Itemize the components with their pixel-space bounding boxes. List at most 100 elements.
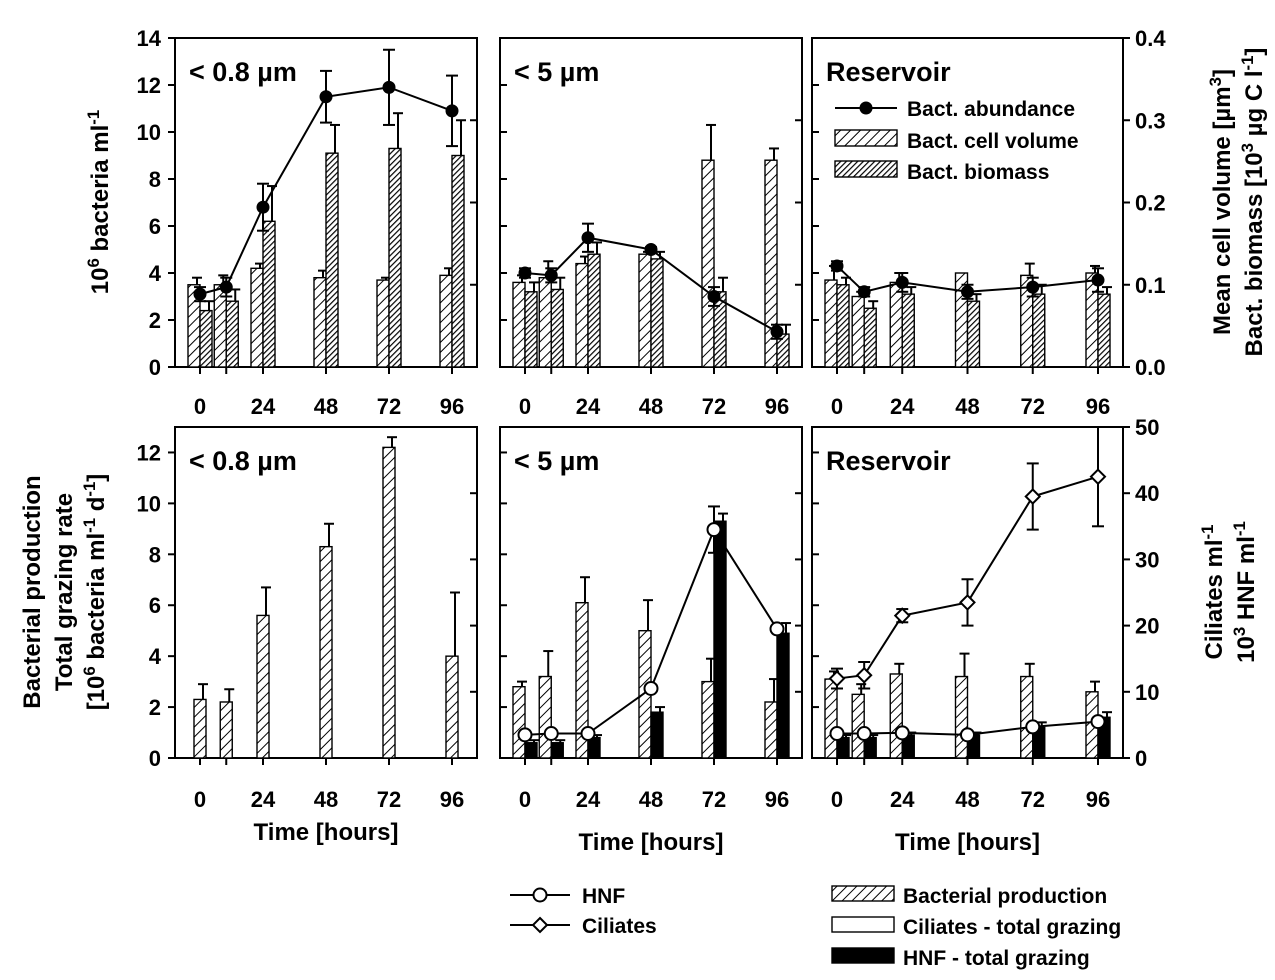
top-res-point [1026,280,1040,294]
bot-small-xlabel: Time [hours] [254,819,399,846]
top-res-bar [851,295,865,368]
bot-res-xtick-label: 24 [890,787,915,812]
bot-mid-bar [538,675,552,759]
top-res-point [961,285,974,299]
bot-mid-point [706,522,722,538]
bot-res-ytick-right-label: 20 [1135,614,1159,639]
top-res-point [830,259,844,273]
bot-small-bar [319,545,333,759]
bot-mid-bar [713,520,727,759]
bot-res-series-line [836,475,1099,680]
top-mid-bar [550,288,564,368]
legend-volume-swatch [834,129,898,147]
bot-res-ytick-right-label: 50 [1135,415,1159,440]
top-mid-bar [701,159,715,368]
top-mid-bar [587,253,601,368]
top-res-ytick-right-label: 0.3 [1135,108,1166,133]
top-small-bar [262,220,276,368]
top-small-bar [451,154,465,368]
top-res-bar [1085,272,1099,368]
bot-ylabel-left-3: [106 bacteria ml-1 d-1] [80,474,111,711]
top-small-xtick-label: 24 [251,394,276,419]
bot-small-bar [382,446,396,759]
top-small-ytick-label: 6 [149,214,161,239]
top-res-point [857,285,871,299]
legend-bottom-line-label-1: Ciliates [582,915,657,938]
top-mid-point [707,290,721,303]
top-small-bar [225,300,239,368]
top-res-point [1091,273,1105,287]
bot-res-bar [824,678,838,759]
top-mid-point [544,268,558,282]
bot-mid-bar [524,742,538,759]
bot-res-title: Reservoir [826,446,951,476]
legend-abundance-marker [859,101,873,115]
bot-ylabel-left-2: Total grazing rate [51,493,78,691]
bot-small-ytick-label: 6 [149,593,161,618]
top-small-bar [388,147,402,368]
bot-res-bar [954,675,969,759]
bot-res-point [1025,719,1041,735]
top-mid-bar [512,281,526,368]
bot-res-point [828,670,846,687]
bot-res-point [960,727,975,743]
bot-res-ytick-right-label: 40 [1135,481,1159,506]
bot-small-ytick-label: 10 [137,491,161,516]
bot-res-point [1089,468,1107,486]
top-small-point [193,287,207,301]
top-res-xtick-label: 48 [955,394,979,419]
legend-entry-1: Bact. cell volume [907,130,1079,153]
top-res-xtick-label: 72 [1021,394,1045,419]
top-ylabel-right-1: Mean cell volume [µm3] [1206,69,1237,335]
bot-small-ytick-label: 4 [149,644,162,669]
legend-bottom-swatch [831,885,895,902]
top-res-xtick-label: 0 [831,394,843,419]
top-ylabel-left: 106 bacteria ml-1 [84,110,115,294]
top-small-ytick-label: 12 [137,73,161,98]
top-res-bar [901,293,915,368]
bot-ylabel-right-2: 103 HNF ml-1 [1230,521,1261,663]
bot-mid-title: < 5 µm [514,446,599,476]
legend-bottom-line-label-0: HNF [582,885,625,908]
bot-res-bar [1020,675,1034,759]
bot-res-ytick-right-label: 10 [1135,680,1159,705]
legend-entry-0: Bact. abundance [907,98,1075,121]
top-small-ytick-label: 14 [137,26,162,51]
top-mid-point [581,231,595,245]
bot-res-point [855,666,873,684]
top-mid-xtick-label: 96 [765,394,789,419]
bot-small-xtick-label: 24 [251,787,276,812]
top-small-point [382,80,396,94]
top-small-bar [439,274,453,368]
bot-mid-bar [764,701,778,759]
top-res-ytick-right-label: 0.2 [1135,191,1166,216]
bot-mid-bar [776,632,790,759]
top-small-ytick-label: 10 [137,120,161,145]
top-res-xtick-label: 24 [890,394,915,419]
top-small-ytick-label: 0 [149,355,161,380]
bot-small-xtick-label: 72 [377,787,401,812]
bot-res-point [1090,714,1106,730]
top-res-bar [889,281,903,368]
bot-mid-xtick-label: 24 [576,787,601,812]
bot-small-title: < 0.8 µm [189,446,297,476]
top-small-point [319,90,333,104]
legend-bottom-bar-label-0: Bacterial production [903,885,1107,908]
top-mid-bar [524,291,538,368]
top-mid-point [644,243,658,256]
top-res-ytick-right-label: 0.4 [1135,26,1166,51]
top-mid-title: < 5 µm [514,57,599,87]
bot-mid-bar [701,680,715,759]
bot-res-xlabel: Time [hours] [895,829,1040,856]
top-small-point [219,280,233,294]
bot-res-ytick-right-label: 30 [1135,547,1159,572]
bot-small-xtick-label: 0 [194,787,206,812]
legend-bottom-bar-label-1: Ciliates - total grazing [903,916,1121,939]
top-small-bar [250,267,264,368]
bot-mid-xlabel: Time [hours] [579,829,724,856]
bot-mid-point [517,727,533,743]
top-small-bar [313,277,327,368]
bot-res-point [856,726,872,742]
top-small-point [445,104,459,118]
